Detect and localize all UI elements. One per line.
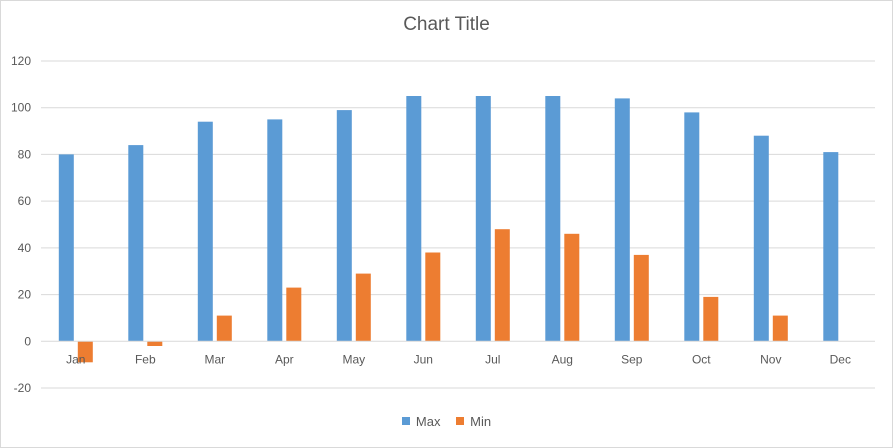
bar-max-jul (475, 96, 491, 342)
chart-title: Chart Title (403, 14, 490, 35)
bar-min-sep (633, 254, 649, 342)
bar-min-oct (703, 296, 719, 342)
x-tick-label: Oct (692, 352, 711, 366)
y-tick-label: 120 (11, 54, 31, 68)
legend-label-max: Max (415, 413, 441, 429)
x-tick-label: Feb (135, 352, 156, 366)
legend-item-min: Min (456, 414, 491, 429)
x-tick-label: Apr (275, 352, 294, 366)
y-tick-label: 60 (18, 194, 32, 208)
x-axis-tick-labels: Jan Feb Mar Apr May Jun Jul Aug Sep Oct Nov Dec (66, 352, 851, 366)
bar-min-jun (425, 252, 441, 342)
x-tick-label: Jan (66, 352, 85, 366)
gridlines (41, 60, 875, 389)
y-axis-tick-labels: -20 0 20 40 60 80 100 120 (11, 54, 31, 395)
legend-swatch-min (456, 417, 465, 425)
bar-min-nov (772, 315, 788, 342)
bars (58, 96, 839, 363)
legend-label-min: Min (470, 413, 492, 429)
bar-min-jan (77, 341, 93, 363)
bar-max-aug (545, 96, 561, 342)
bar-max-mar (197, 121, 213, 342)
bar-max-dec (823, 152, 839, 342)
x-tick-label: Dec (830, 352, 851, 366)
bar-min-aug (564, 233, 580, 342)
x-tick-label: Nov (760, 352, 781, 366)
y-tick-label: 0 (24, 334, 31, 348)
x-tick-label: Jun (414, 352, 433, 366)
legend-swatch-max (401, 417, 410, 425)
bar-min-jul (494, 229, 510, 342)
bar-max-oct (684, 112, 700, 342)
bar-max-sep (614, 98, 630, 342)
x-tick-label: Aug (552, 352, 573, 366)
bar-max-jun (406, 96, 422, 342)
bar-max-jan (58, 154, 74, 342)
x-tick-label: Sep (621, 352, 643, 366)
x-tick-label: Jul (485, 352, 500, 366)
x-tick-label: Mar (204, 352, 225, 366)
y-tick-label: -20 (14, 381, 32, 395)
legend: Max Min (0, 413, 893, 429)
bar-min-feb (147, 341, 163, 346)
bar-max-feb (128, 145, 144, 342)
bar-max-may (336, 110, 352, 342)
y-tick-label: 100 (11, 101, 31, 115)
y-tick-label: 20 (18, 288, 32, 302)
bar-min-mar (216, 315, 232, 342)
y-tick-label: 40 (18, 241, 32, 255)
y-tick-label: 80 (18, 147, 32, 161)
bar-min-apr (286, 287, 302, 342)
bar-min-may (355, 273, 371, 342)
x-tick-label: May (342, 352, 365, 366)
bar-max-nov (753, 135, 769, 342)
legend-item-max: Max (401, 413, 441, 429)
bar-max-apr (267, 119, 283, 342)
